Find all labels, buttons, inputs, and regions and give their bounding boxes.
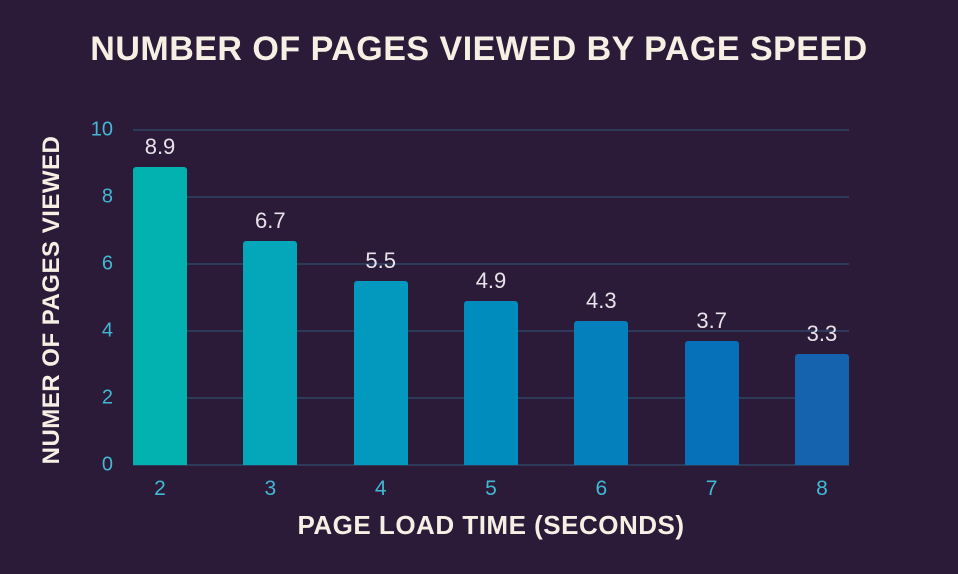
bar: [684, 341, 739, 465]
y-tick-label: 0: [101, 453, 113, 476]
bar: [574, 320, 629, 465]
x-tick-label: 6: [595, 477, 608, 500]
bar-value-label: 3.7: [696, 308, 727, 334]
y-axis-ticks: 0 2 4 6 8 10: [0, 119, 113, 476]
y-tick-label: 10: [90, 118, 113, 141]
bar: [463, 300, 518, 465]
y-tick-label: 6: [101, 252, 113, 275]
x-tick-label: 2: [154, 477, 166, 500]
bar-slot: 8.9 2: [133, 130, 187, 500]
bar-value-label: 6.7: [255, 207, 286, 233]
bars-container: 8.9 2 6.7 3 5.5 4 4.9 5 4.3 6 3.7 7 3.3 8: [133, 130, 849, 500]
bar-slot: 3.3 8: [794, 130, 849, 500]
bar: [353, 280, 408, 465]
x-tick-label: 8: [816, 477, 828, 500]
gridline: [133, 464, 849, 466]
bar-value-label: 4.3: [586, 287, 617, 313]
bar-slot: 3.7 7: [684, 130, 739, 500]
bar: [133, 166, 187, 465]
x-axis-title: PAGE LOAD TIME (SECONDS): [297, 510, 685, 540]
bar-value-label: 8.9: [144, 133, 176, 159]
y-tick-label: 2: [101, 386, 113, 409]
x-tick-label: 5: [485, 477, 497, 500]
bar-value-label: 5.5: [365, 247, 396, 273]
bar-slot: 6.7 3: [243, 130, 298, 500]
bar-slot: 5.5 4: [353, 130, 408, 500]
gridline: [133, 196, 849, 198]
gridline: [133, 129, 849, 131]
y-tick-label: 8: [101, 185, 113, 208]
bar: [794, 354, 849, 465]
x-tick-label: 7: [705, 477, 718, 500]
y-tick-label: 4: [101, 319, 113, 342]
bar-slot: 4.9 5: [463, 130, 518, 500]
bar-value-label: 4.9: [475, 267, 507, 293]
plot-area: 8.9 2 6.7 3 5.5 4 4.9 5 4.3 6 3.7 7 3.3 8: [133, 129, 849, 500]
bar: [243, 240, 298, 465]
gridline: [133, 263, 849, 265]
chart-title: NUMBER OF PAGES VIEWED BY PAGE SPEED: [90, 30, 868, 68]
x-tick-label: 3: [264, 477, 277, 500]
x-tick-label: 4: [374, 477, 387, 500]
bar-slot: 4.3 6: [574, 130, 629, 500]
bar-value-label: 3.3: [806, 321, 838, 347]
